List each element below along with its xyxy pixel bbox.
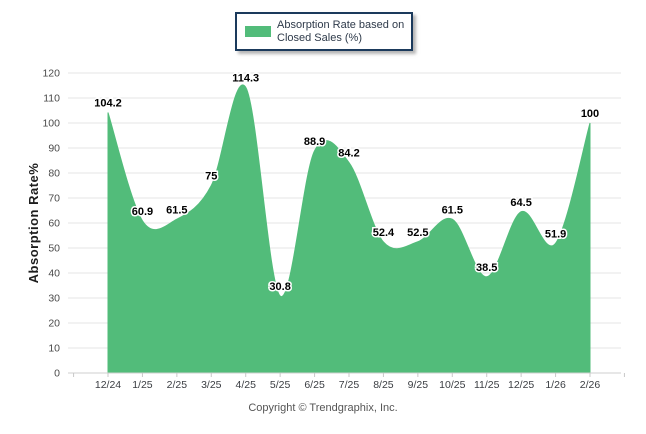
x-tick-label: 3/25	[201, 379, 222, 391]
legend-label-line2: Closed Sales (%)	[277, 31, 362, 44]
x-tick-label: 1/26	[545, 379, 566, 391]
y-tick-label: 90	[48, 143, 60, 155]
legend-label: Absorption Rate based on Closed Sales (%…	[277, 19, 404, 45]
x-tick-label: 8/25	[373, 379, 394, 391]
data-label: 64.5	[510, 197, 531, 209]
y-tick-label: 120	[42, 68, 60, 80]
y-tick-labels: 0 10 20 30 40 50 60 70 80 90 100 110 120	[42, 68, 60, 380]
x-tick-label: 10/25	[439, 379, 465, 391]
data-labels: 104.2 60.9 61.5 75 114.3 30.8 88.9 84.2 52.4 52.5…	[93, 71, 601, 295]
x-tick-label: 11/25	[474, 379, 500, 391]
copyright-text: Copyright © Trendgraphix, Inc.	[248, 402, 398, 414]
data-label: 61.5	[442, 204, 463, 216]
data-label: 52.4	[373, 227, 395, 239]
y-tick-label: 20	[48, 318, 60, 330]
x-axis	[68, 372, 625, 377]
x-tick-label: 6/25	[304, 379, 325, 391]
data-label: 30.8	[269, 281, 290, 293]
area-series	[107, 84, 591, 374]
data-label: 114.3	[232, 72, 259, 84]
absorption-rate-area	[107, 84, 591, 374]
x-tick-label: 2/26	[580, 379, 601, 391]
data-label: 52.5	[407, 227, 428, 239]
x-tick-label: 12/25	[508, 379, 534, 391]
legend: Absorption Rate based on Closed Sales (%…	[235, 12, 413, 51]
y-tick-label: 110	[43, 93, 60, 105]
data-label: 60.9	[132, 206, 153, 218]
data-label: 100	[581, 108, 599, 120]
x-tick-label: 9/25	[408, 379, 429, 391]
y-tick-label: 0	[54, 368, 60, 380]
data-label: 61.5	[166, 204, 187, 216]
x-tick-label: 12/24	[95, 379, 121, 391]
y-tick-label: 30	[48, 293, 60, 305]
data-label: 38.5	[476, 262, 497, 274]
y-tick-label: 80	[48, 168, 60, 180]
y-tick-label: 70	[48, 193, 60, 205]
data-label: 51.9	[545, 228, 566, 240]
legend-swatch-icon	[245, 26, 271, 37]
y-tick-label: 10	[48, 343, 60, 355]
data-label: 104.2	[94, 98, 122, 110]
data-label: 88.9	[304, 136, 325, 148]
x-tick-label: 4/25	[235, 379, 256, 391]
x-tick-label: 2/25	[167, 379, 188, 391]
x-tick-label: 1/25	[132, 379, 153, 391]
y-tick-label: 60	[48, 218, 60, 230]
y-tick-label: 100	[42, 118, 60, 130]
x-tick-label: 7/25	[339, 379, 360, 391]
y-axis-title: Absorption Rate%	[26, 162, 41, 284]
legend-label-line1: Absorption Rate based on	[277, 18, 405, 31]
data-label: 75	[205, 171, 217, 183]
data-label: 84.2	[338, 148, 359, 160]
x-tick-label: 5/25	[270, 379, 291, 391]
x-tick-labels: 12/24 1/25 2/25 3/25 4/25 5/25 6/25 7/25 8/25 9/2…	[95, 379, 601, 391]
y-tick-label: 50	[48, 243, 60, 255]
y-tick-label: 40	[48, 268, 60, 280]
